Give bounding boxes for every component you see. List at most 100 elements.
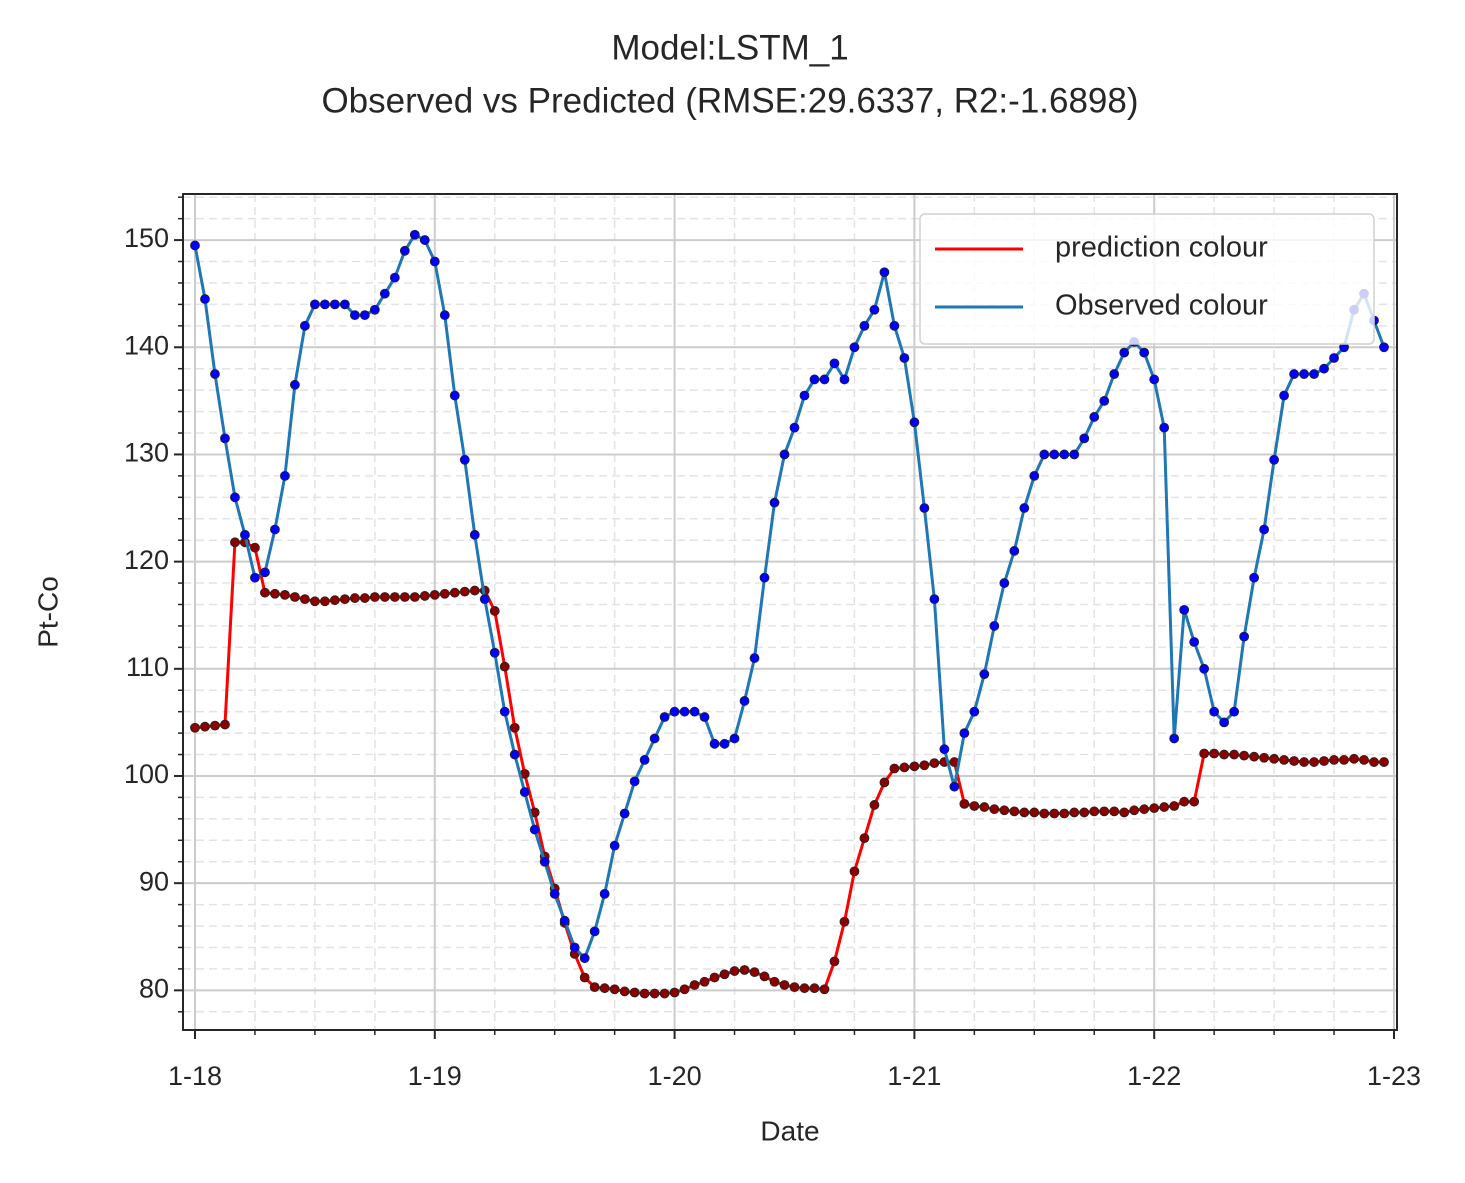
data-point xyxy=(339,594,350,605)
data-point xyxy=(349,310,360,321)
data-point xyxy=(759,572,770,583)
data-point xyxy=(429,256,440,267)
data-point xyxy=(1279,755,1289,765)
data-point xyxy=(1189,637,1200,647)
data-point xyxy=(260,587,270,598)
data-point xyxy=(769,497,780,508)
data-point xyxy=(1249,572,1260,583)
data-point xyxy=(489,647,500,658)
data-point xyxy=(250,542,260,553)
data-point xyxy=(679,706,690,717)
data-point xyxy=(909,761,920,772)
data-point xyxy=(1069,449,1080,460)
data-point xyxy=(919,503,930,513)
data-point xyxy=(929,758,940,769)
data-point xyxy=(729,733,740,744)
data-point xyxy=(639,755,650,765)
data-point xyxy=(1239,631,1250,642)
data-point xyxy=(1259,752,1270,763)
data-point xyxy=(469,529,480,540)
data-point xyxy=(469,585,480,596)
legend: prediction colour Observed colour xyxy=(919,213,1375,345)
data-point xyxy=(479,594,490,605)
data-point xyxy=(439,310,450,321)
data-point xyxy=(309,299,320,310)
data-point xyxy=(1189,796,1200,807)
data-point xyxy=(190,240,200,251)
data-point xyxy=(1179,604,1190,615)
data-point xyxy=(1019,807,1030,818)
data-point xyxy=(579,953,590,964)
y-tick-label: 130 xyxy=(124,438,169,468)
plot-frame xyxy=(182,193,1398,1031)
data-point xyxy=(519,787,530,797)
data-point xyxy=(1089,806,1100,817)
data-point xyxy=(319,299,330,310)
data-point xyxy=(349,593,360,603)
data-point xyxy=(1339,755,1349,765)
data-point xyxy=(979,802,990,812)
series-line xyxy=(194,540,1385,996)
data-point xyxy=(1079,433,1090,444)
data-point xyxy=(1119,347,1130,358)
data-point xyxy=(299,594,310,605)
data-point xyxy=(1219,749,1230,760)
data-point xyxy=(399,592,410,602)
data-point xyxy=(889,320,900,331)
data-point xyxy=(1289,756,1299,766)
data-point xyxy=(260,567,270,578)
data-point xyxy=(809,983,820,994)
data-point xyxy=(1169,801,1180,811)
data-point xyxy=(909,417,920,428)
data-point xyxy=(1359,755,1369,765)
data-point xyxy=(1299,757,1309,767)
data-point xyxy=(1209,706,1220,717)
data-point xyxy=(689,706,700,717)
data-point xyxy=(559,915,570,926)
data-point xyxy=(759,971,770,982)
data-point xyxy=(1129,805,1140,816)
data-point xyxy=(689,980,700,990)
data-point xyxy=(669,987,680,998)
data-point xyxy=(280,470,290,481)
data-point xyxy=(1319,756,1329,766)
data-point xyxy=(509,722,520,733)
data-point xyxy=(1309,369,1319,379)
data-point xyxy=(419,235,430,245)
x-tick-label: 1-19 xyxy=(408,1061,462,1091)
data-point xyxy=(599,888,610,899)
x-tick-label: 1-23 xyxy=(1367,1061,1421,1091)
data-point xyxy=(379,288,390,299)
data-point xyxy=(749,967,760,978)
data-point xyxy=(409,592,420,602)
data-point xyxy=(949,781,960,792)
data-point xyxy=(829,956,840,967)
data-point xyxy=(1309,757,1319,767)
data-point xyxy=(839,916,850,927)
data-point xyxy=(779,980,790,990)
data-point xyxy=(1209,748,1220,759)
data-point xyxy=(589,926,600,937)
data-point xyxy=(599,983,610,994)
data-point xyxy=(309,596,320,607)
data-point xyxy=(639,988,650,999)
data-point xyxy=(999,578,1010,588)
x-tick-label: 1-22 xyxy=(1127,1061,1181,1091)
y-tick-label: 80 xyxy=(139,973,169,1003)
data-point xyxy=(539,856,550,867)
data-point xyxy=(849,866,860,877)
data-point xyxy=(1009,806,1020,817)
data-point xyxy=(739,965,750,975)
data-point xyxy=(609,840,620,851)
data-point xyxy=(359,593,370,603)
data-point xyxy=(999,805,1010,816)
data-point xyxy=(399,245,410,256)
data-point xyxy=(979,669,990,680)
data-point xyxy=(899,762,910,773)
data-point xyxy=(1039,808,1050,819)
data-point xyxy=(1289,369,1299,379)
data-point xyxy=(1269,753,1280,764)
data-point xyxy=(1169,733,1180,744)
data-point xyxy=(729,966,740,976)
data-point xyxy=(1319,363,1329,374)
